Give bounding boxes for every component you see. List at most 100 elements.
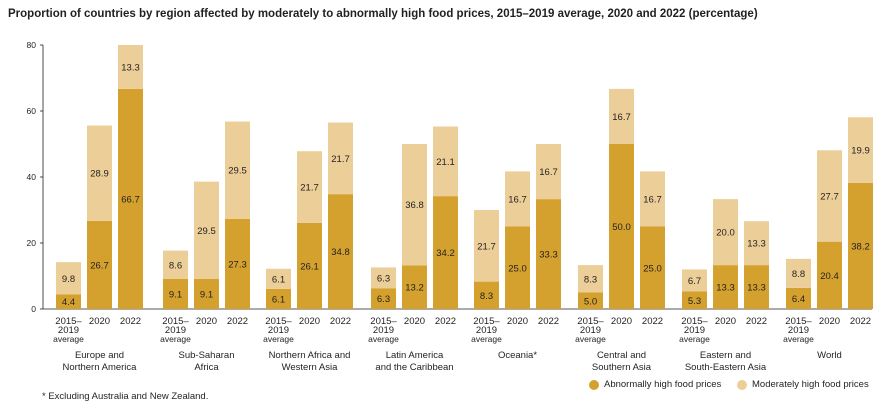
region-label: Oceania* [498,350,537,361]
region-label: and the Caribbean [375,362,453,373]
x-tick-label: 2020 [196,316,217,327]
data-label-abnormal: 20.4 [820,271,839,282]
bar-moderate [640,171,665,227]
x-tick-label: 2022 [538,316,559,327]
region-label: World [817,350,842,361]
data-label-moderate: 8.6 [169,260,182,271]
x-tick-label: 2022 [227,316,248,327]
bar-moderate [328,122,353,195]
data-label-moderate: 19.9 [851,146,870,157]
bar-abnormal [266,288,291,309]
data-label-moderate: 16.7 [612,112,631,123]
region-label: South-Eastern Asia [685,362,767,373]
region-label: Central and [597,350,646,361]
bar-moderate [578,265,603,293]
x-tick-label: 2019 [373,325,394,336]
x-tick-label: 2019 [268,325,289,336]
x-tick-label: 2020 [819,316,840,327]
data-label-moderate: 21.1 [436,157,455,168]
x-tick-label: 2015– [162,316,189,327]
bar-abnormal [474,281,499,309]
x-tick-label: 2020 [89,316,110,327]
data-label-moderate: 16.7 [643,194,662,205]
data-label-abnormal: 4.4 [62,297,75,308]
data-label-abnormal: 6.3 [377,294,390,305]
bar-abnormal [433,196,458,309]
legend-swatch-abnormal [589,379,599,390]
region-label: Southern Asia [592,362,652,373]
bar-moderate [713,199,738,266]
x-tick-label: 2015– [55,316,82,327]
data-label-moderate: 28.9 [90,169,109,180]
legend-label-abnormal: Abnormally high food prices [604,379,722,390]
bar-abnormal [402,265,427,309]
x-tick-label: average [575,334,606,344]
bar-abnormal [225,218,250,309]
bar-moderate [225,121,250,219]
data-label-abnormal: 66.7 [121,194,140,205]
y-tick-label: 20 [27,238,37,248]
data-label-abnormal: 6.1 [272,294,285,305]
y-tick-label: 60 [27,106,37,116]
legend-label-moderate: Moderately high food prices [752,379,869,390]
bar-abnormal [578,292,603,309]
bar-moderate [194,181,219,279]
x-tick-label: 2019 [58,325,79,336]
x-tick-label: 2022 [850,316,871,327]
x-tick-label: 2015– [265,316,292,327]
data-label-abnormal: 27.3 [228,259,247,270]
region-label: Northern America [63,362,138,373]
bar-abnormal [505,226,530,309]
bar-abnormal [536,199,561,309]
legend-swatch-moderate [737,379,747,390]
data-label-abnormal: 26.1 [300,261,319,272]
bar-abnormal [817,241,842,309]
data-label-moderate: 8.3 [584,274,597,285]
x-tick-label: 2019 [476,325,497,336]
x-tick-label: 2022 [642,316,663,327]
data-label-abnormal: 25.0 [508,263,527,274]
data-label-abnormal: 13.3 [716,283,735,294]
legend-item-abnormal: Abnormally high food prices [589,379,721,390]
bar-moderate [744,221,769,266]
data-label-abnormal: 13.2 [405,283,424,294]
data-label-abnormal: 34.2 [436,248,455,259]
x-tick-label: 2019 [684,325,705,336]
bar-abnormal [297,222,322,309]
bar-abnormal [118,88,143,309]
x-tick-label: 2022 [435,316,456,327]
x-tick-label: 2022 [746,316,767,327]
data-label-abnormal: 33.3 [539,250,558,261]
data-label-moderate: 16.7 [539,167,558,178]
bar-moderate [118,45,143,89]
x-tick-label: average [263,334,294,344]
data-label-moderate: 6.7 [688,276,701,287]
region-label: Eastern and [700,350,751,361]
bar-moderate [817,150,842,242]
bar-moderate [433,126,458,197]
bar-abnormal [682,291,707,309]
data-label-moderate: 9.8 [62,274,75,285]
x-tick-label: 2020 [404,316,425,327]
bar-abnormal [609,144,634,309]
x-tick-label: 2015– [473,316,500,327]
data-label-abnormal: 8.3 [480,291,493,302]
data-label-abnormal: 34.8 [331,247,350,258]
bar-abnormal [87,220,112,309]
x-tick-label: average [679,334,710,344]
x-tick-label: average [368,334,399,344]
region-label: Northern Africa and [269,350,351,361]
bar-abnormal [56,294,81,309]
bar-abnormal [848,182,873,309]
x-tick-label: 2019 [165,325,186,336]
y-tick-label: 0 [31,304,36,314]
legend-item-moderate: Moderately high food prices [737,379,869,390]
data-label-moderate: 27.7 [820,191,839,202]
data-label-abnormal: 38.2 [851,241,870,252]
data-label-abnormal: 5.3 [688,296,701,307]
data-label-moderate: 21.7 [331,154,350,165]
y-tick-label: 80 [27,40,37,50]
x-tick-label: 2020 [611,316,632,327]
bar-moderate [87,125,112,221]
